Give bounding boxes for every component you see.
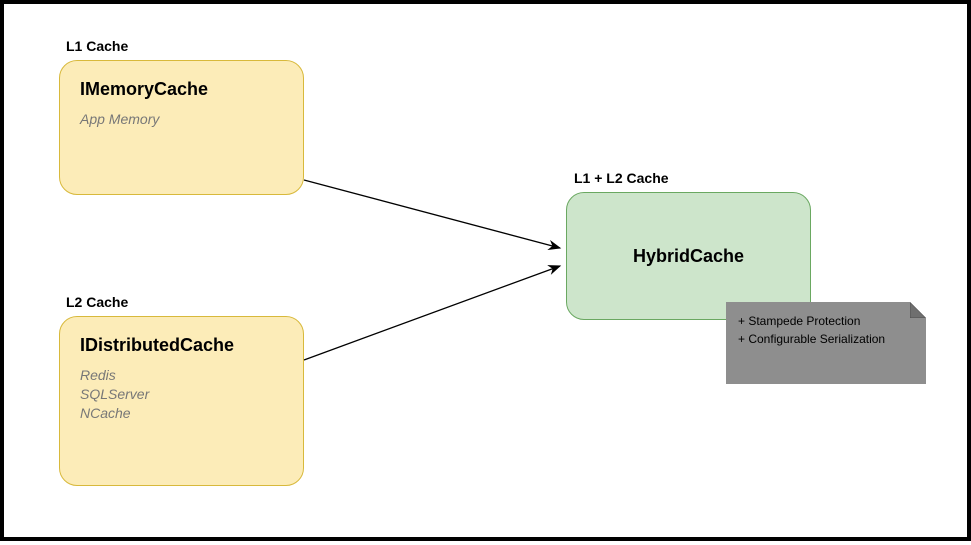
diagram-frame: L1 Cache IMemoryCache App Memory L2 Cach…	[0, 0, 971, 541]
l1-cache-box: IMemoryCache App Memory	[59, 60, 304, 195]
l1-title: IMemoryCache	[80, 79, 283, 100]
hybrid-cache-box: HybridCache	[566, 192, 811, 320]
note-fold-icon	[910, 302, 926, 318]
l1-subtitle: App Memory	[80, 110, 283, 129]
l1-label: L1 Cache	[66, 38, 128, 54]
l2-title: IDistributedCache	[80, 335, 283, 356]
l2-cache-box: IDistributedCache Redis SQLServer NCache	[59, 316, 304, 486]
note-line-stampede: + Stampede Protection	[738, 312, 914, 330]
l2-subtitle-sqlserver: SQLServer	[80, 385, 283, 404]
l2-subtitle-redis: Redis	[80, 366, 283, 385]
l2-label: L2 Cache	[66, 294, 128, 310]
hybrid-note: + Stampede Protection + Configurable Ser…	[726, 302, 926, 384]
l2-subtitle-ncache: NCache	[80, 404, 283, 423]
hybrid-label: L1 + L2 Cache	[574, 170, 669, 186]
edge-l2-to-hybrid	[304, 266, 560, 360]
note-line-serialization: + Configurable Serialization	[738, 330, 914, 348]
hybrid-title: HybridCache	[587, 246, 790, 267]
edge-l1-to-hybrid	[304, 180, 560, 248]
